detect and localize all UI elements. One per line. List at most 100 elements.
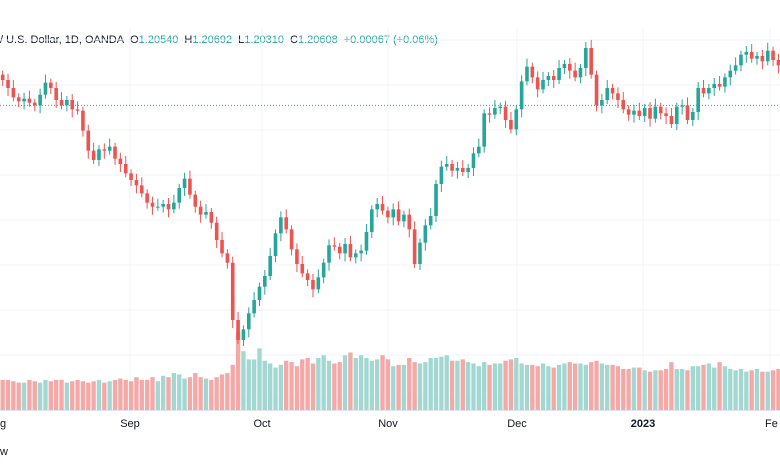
candle-body bbox=[567, 64, 572, 71]
volume-bar bbox=[219, 374, 225, 410]
volume-bar bbox=[326, 360, 332, 410]
volume-bar bbox=[407, 358, 412, 410]
candle-body bbox=[316, 277, 321, 290]
candle-body bbox=[311, 280, 315, 290]
volume-bar bbox=[567, 362, 572, 410]
volume-bar bbox=[107, 381, 112, 410]
time-axis[interactable]: g Sep Oct Nov Dec 2023 Fe bbox=[0, 418, 778, 430]
candle-body bbox=[364, 232, 369, 251]
volume-bar bbox=[444, 355, 449, 410]
volume-bar bbox=[492, 363, 498, 410]
candle-body bbox=[337, 246, 342, 254]
volume-bar bbox=[268, 363, 273, 410]
volume-bar bbox=[305, 358, 310, 410]
candle-body bbox=[642, 108, 647, 116]
volume-bar bbox=[230, 364, 235, 410]
volume-bar bbox=[54, 379, 59, 410]
candle-body bbox=[696, 88, 700, 112]
candle-body bbox=[332, 245, 337, 247]
volume-bar bbox=[262, 360, 267, 410]
volume-bar bbox=[203, 378, 209, 410]
volume-bar bbox=[48, 381, 53, 410]
candle-body bbox=[771, 50, 775, 60]
chart-grid bbox=[0, 28, 780, 410]
volume-bar bbox=[508, 359, 514, 410]
candle-body bbox=[295, 249, 299, 264]
volume-bar bbox=[150, 377, 155, 410]
volume-bar bbox=[80, 381, 86, 410]
candle-body bbox=[594, 74, 599, 106]
candle-body bbox=[321, 262, 326, 278]
volume-bar bbox=[669, 362, 674, 410]
candle-body bbox=[236, 320, 240, 340]
volume-bar bbox=[16, 382, 21, 410]
candle-body bbox=[375, 204, 379, 210]
volume-bar bbox=[439, 356, 444, 410]
volume-bar bbox=[433, 358, 439, 410]
volume-bar bbox=[610, 364, 615, 410]
candle-body bbox=[498, 106, 503, 108]
volume-bar bbox=[423, 362, 428, 410]
candle-body bbox=[503, 106, 508, 120]
candle-body bbox=[257, 286, 262, 300]
candle-body bbox=[380, 204, 385, 211]
volume-bar bbox=[460, 359, 465, 410]
candle-body bbox=[551, 76, 556, 80]
candle-body bbox=[664, 113, 668, 116]
candle-body bbox=[220, 240, 224, 254]
volume-bar bbox=[733, 370, 738, 410]
candle-body bbox=[701, 88, 706, 94]
candle-body bbox=[300, 264, 305, 274]
candle-body bbox=[493, 108, 497, 115]
candle-body bbox=[54, 88, 58, 100]
candle-body bbox=[439, 166, 444, 184]
volume-bar bbox=[27, 379, 32, 410]
volume-bar bbox=[465, 362, 471, 410]
volume-bar bbox=[284, 360, 289, 410]
candle-body bbox=[562, 64, 567, 68]
volume-bar bbox=[503, 360, 508, 410]
volume-bar bbox=[375, 359, 380, 410]
candlesticks bbox=[0, 40, 780, 346]
volume-bar bbox=[631, 367, 637, 410]
volume-bar bbox=[449, 360, 455, 410]
candle-body bbox=[0, 74, 5, 80]
volume-bar bbox=[59, 379, 64, 410]
volume-bar bbox=[728, 368, 733, 410]
volume-bar bbox=[342, 355, 348, 410]
volume-bar bbox=[214, 377, 219, 410]
candle-body bbox=[370, 209, 374, 232]
candle-body bbox=[712, 84, 717, 88]
volume-bar bbox=[455, 360, 460, 410]
volume-bar bbox=[96, 379, 102, 410]
candle-body bbox=[386, 210, 390, 218]
volume-bar bbox=[102, 382, 107, 410]
volume-bar bbox=[701, 364, 706, 410]
volume-bar bbox=[653, 370, 658, 410]
candle-body bbox=[102, 149, 107, 151]
candle-body bbox=[519, 81, 524, 110]
volume-bar bbox=[589, 362, 594, 410]
candle-body bbox=[305, 273, 310, 280]
volume-bar bbox=[535, 366, 540, 410]
volume-bar bbox=[21, 382, 27, 410]
candle-body bbox=[252, 300, 256, 314]
candle-body bbox=[760, 56, 765, 62]
candle-body bbox=[605, 88, 610, 100]
candle-body bbox=[59, 100, 64, 106]
candle-body bbox=[471, 153, 476, 168]
candle-body bbox=[749, 52, 754, 59]
volume-bar bbox=[123, 379, 128, 410]
candle-body bbox=[669, 116, 674, 124]
volume-bar bbox=[770, 370, 776, 410]
volume-bar bbox=[556, 364, 562, 410]
candle-body bbox=[134, 180, 139, 186]
candle-body bbox=[225, 253, 230, 263]
volume-bar bbox=[482, 362, 487, 410]
candle-body bbox=[482, 113, 486, 147]
volume-bar bbox=[300, 359, 305, 410]
volume-bar bbox=[685, 370, 690, 410]
candle-body bbox=[273, 233, 278, 256]
volume-bar bbox=[578, 363, 583, 410]
